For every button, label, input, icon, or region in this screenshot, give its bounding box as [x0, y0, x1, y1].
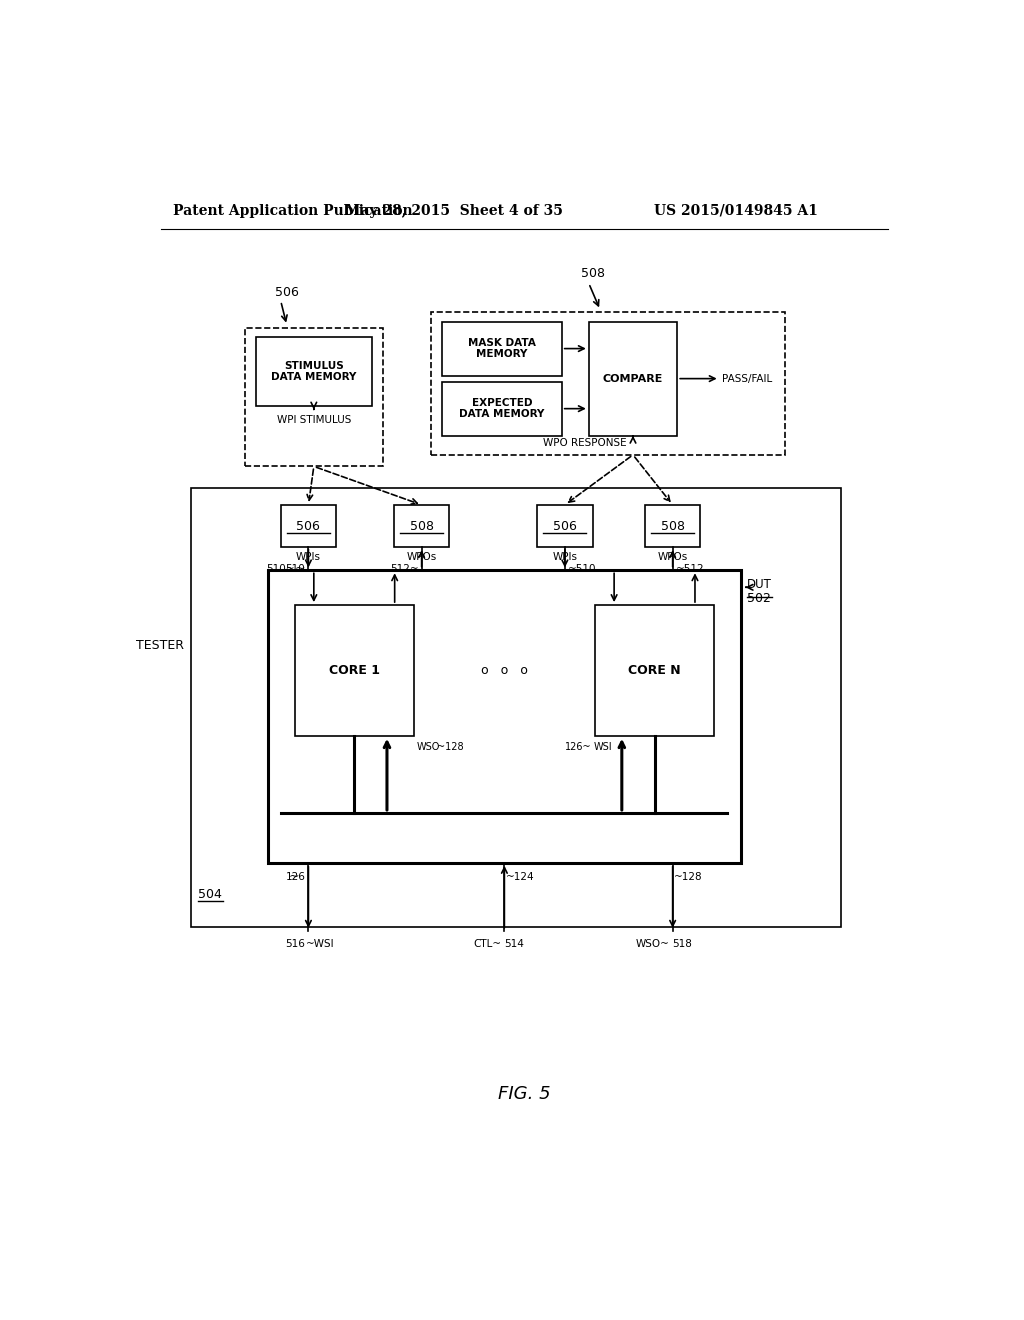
- Text: DUT: DUT: [748, 578, 772, 591]
- Text: WSO: WSO: [417, 742, 440, 751]
- Text: 510: 510: [286, 564, 305, 574]
- Bar: [589, 322, 677, 436]
- Text: WPIs: WPIs: [552, 552, 578, 562]
- Bar: [595, 605, 714, 737]
- Text: May 28, 2015  Sheet 4 of 35: May 28, 2015 Sheet 4 of 35: [345, 203, 563, 218]
- Text: ~128: ~128: [674, 871, 702, 882]
- Text: CORE 1: CORE 1: [329, 664, 380, 677]
- Text: Patent Application Publication: Patent Application Publication: [173, 203, 413, 218]
- Text: 518: 518: [673, 939, 692, 949]
- Text: ~: ~: [295, 562, 305, 576]
- Bar: [394, 504, 450, 548]
- Text: 502: 502: [748, 591, 771, 605]
- Text: 126~: 126~: [565, 742, 592, 751]
- Text: WPIs: WPIs: [296, 552, 321, 562]
- Text: WSI: WSI: [593, 742, 612, 751]
- Bar: [267, 570, 741, 863]
- Text: CTL~: CTL~: [473, 939, 502, 949]
- Text: 126: 126: [286, 871, 305, 882]
- Text: 506: 506: [553, 520, 577, 532]
- Bar: [442, 322, 562, 376]
- Text: ~510: ~510: [568, 564, 596, 574]
- Bar: [256, 337, 372, 407]
- Text: PASS/FAIL: PASS/FAIL: [722, 374, 772, 384]
- Text: 506: 506: [297, 520, 321, 532]
- Text: 512~: 512~: [390, 564, 419, 574]
- Bar: [295, 605, 414, 737]
- Text: WPO RESPONSE: WPO RESPONSE: [543, 437, 627, 447]
- Text: 506: 506: [274, 285, 299, 298]
- Text: o   o   o: o o o: [481, 664, 527, 677]
- Text: ~124: ~124: [506, 871, 535, 882]
- Text: WPOs: WPOs: [407, 552, 437, 562]
- Text: COMPARE: COMPARE: [603, 374, 664, 384]
- Text: ~: ~: [289, 870, 299, 883]
- Text: 508: 508: [410, 520, 433, 532]
- Text: ~WSI: ~WSI: [306, 939, 335, 949]
- Text: EXPECTED
DATA MEMORY: EXPECTED DATA MEMORY: [460, 397, 545, 420]
- Text: ~512: ~512: [676, 564, 705, 574]
- Bar: [645, 504, 700, 548]
- Text: 510~: 510~: [266, 564, 295, 574]
- Bar: [245, 327, 383, 466]
- Text: WPI STIMULUS: WPI STIMULUS: [276, 416, 351, 425]
- Text: STIMULUS
DATA MEMORY: STIMULUS DATA MEMORY: [271, 360, 356, 383]
- Text: 516: 516: [286, 939, 305, 949]
- Bar: [281, 504, 336, 548]
- Text: MASK DATA
MEMORY: MASK DATA MEMORY: [468, 338, 536, 359]
- Text: 508: 508: [581, 267, 604, 280]
- Bar: [431, 313, 785, 455]
- Text: US 2015/0149845 A1: US 2015/0149845 A1: [654, 203, 818, 218]
- Text: FIG. 5: FIG. 5: [499, 1085, 551, 1104]
- Text: TESTER: TESTER: [136, 639, 184, 652]
- Text: WPOs: WPOs: [657, 552, 688, 562]
- Text: 508: 508: [660, 520, 685, 532]
- Text: 504: 504: [199, 888, 222, 902]
- Bar: [442, 381, 562, 436]
- Text: WSO~: WSO~: [636, 939, 670, 949]
- Bar: [538, 504, 593, 548]
- Text: CORE N: CORE N: [629, 664, 681, 677]
- Text: 514: 514: [505, 939, 524, 949]
- Bar: [190, 488, 842, 927]
- Text: ~128: ~128: [437, 742, 464, 751]
